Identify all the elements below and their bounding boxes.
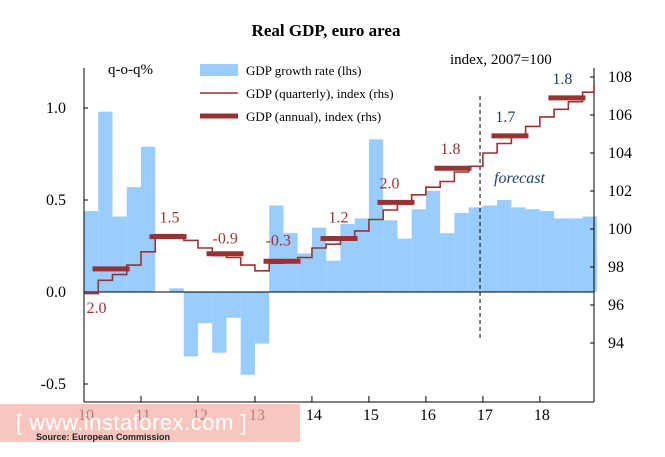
- growth-bar: [354, 218, 369, 292]
- growth-bar: [411, 209, 426, 292]
- growth-bar: [397, 238, 412, 292]
- annual-growth-label: 2.0: [87, 300, 107, 317]
- annual-growth-label: 1.2: [328, 210, 348, 227]
- growth-bar: [582, 216, 597, 292]
- right-tick-label: 94: [608, 335, 624, 352]
- growth-bar: [368, 139, 384, 292]
- annual-growth-label: 2.0: [379, 175, 399, 192]
- x-tick-label: 14: [306, 407, 322, 424]
- right-tick-label: 96: [608, 297, 624, 314]
- growth-bar: [140, 146, 156, 292]
- annual-growth-label: 1.5: [160, 210, 180, 227]
- left-tick-label: -0.5: [41, 376, 66, 393]
- left-tick-label: 0.5: [46, 192, 66, 209]
- left-tick-label: 1.0: [46, 100, 66, 117]
- x-tick-label: 15: [363, 407, 379, 424]
- growth-bar: [183, 292, 198, 357]
- growth-bar: [126, 187, 141, 292]
- legend-label: GDP growth rate (lhs): [246, 63, 361, 78]
- annual-growth-label: 1.8: [552, 71, 572, 88]
- growth-bar: [112, 216, 127, 292]
- growth-bar: [539, 211, 555, 292]
- growth-bar: [497, 200, 512, 292]
- forecast-label: forecast: [494, 170, 546, 187]
- growth-bar: [84, 211, 99, 292]
- right-tick-label: 100: [608, 221, 632, 238]
- watermark-text: [ www.instaforex.com ]: [16, 410, 248, 435]
- growth-bar: [240, 292, 255, 375]
- growth-bar: [511, 207, 526, 292]
- growth-bar: [212, 292, 227, 353]
- left-tick-label: 0.0: [46, 284, 66, 301]
- x-tick-label: 16: [420, 407, 436, 424]
- annual-growth-label: 1.7: [495, 109, 515, 126]
- right-tick-label: 104: [608, 145, 632, 162]
- growth-bar: [297, 253, 312, 292]
- right-axis-label: index, 2007=100: [450, 52, 552, 68]
- annual-growth-label: 1.8: [440, 141, 460, 158]
- growth-bar: [226, 292, 241, 318]
- growth-bar: [269, 205, 284, 292]
- legend-label: GDP (quarterly), index (rhs): [246, 86, 394, 101]
- legend-label: GDP (annual), index (rhs): [246, 109, 381, 124]
- growth-bar: [197, 292, 213, 324]
- growth-bar: [169, 288, 184, 292]
- growth-bar: [454, 212, 469, 292]
- growth-bar: [254, 292, 270, 344]
- axes: 1.00.50.0-0.5108106104102100989694101112…: [41, 68, 632, 424]
- right-tick-label: 106: [608, 107, 632, 124]
- right-tick-label: 98: [608, 259, 624, 276]
- chart-title: Real GDP, euro area: [252, 21, 401, 40]
- growth-bar: [568, 218, 583, 292]
- growth-bar: [340, 223, 355, 292]
- growth-bar: [98, 111, 113, 293]
- growth-bar: [482, 205, 498, 292]
- growth-bar: [326, 260, 341, 292]
- annual-labels: 2.0 1.5 -0.9 -0.3 1.2 2.0 1.8 1.7 1.8: [87, 71, 573, 317]
- annual-growth-label: -0.9: [213, 231, 238, 248]
- right-tick-label: 108: [608, 69, 632, 86]
- watermark-band: [0, 404, 300, 442]
- annual-growth-label: -0.3: [265, 232, 290, 249]
- growth-bar: [311, 227, 327, 292]
- growth-bars: [84, 111, 597, 375]
- legend: GDP growth rate (lhs) GDP (quarterly), in…: [200, 63, 394, 124]
- growth-bar: [425, 190, 441, 292]
- growth-bar: [440, 233, 455, 292]
- growth-bar: [468, 207, 483, 292]
- growth-bar: [525, 209, 540, 292]
- right-tick-label: 102: [608, 183, 632, 200]
- source-note: Source: European Commission: [36, 432, 171, 442]
- index-lines: [84, 84, 595, 295]
- x-tick-label: 17: [477, 407, 493, 424]
- left-axis-label: q-o-q%: [108, 62, 153, 78]
- growth-bar: [383, 220, 398, 292]
- x-tick-label: 18: [534, 407, 550, 424]
- growth-bar: [554, 218, 569, 292]
- legend-swatch-bar: [200, 64, 238, 76]
